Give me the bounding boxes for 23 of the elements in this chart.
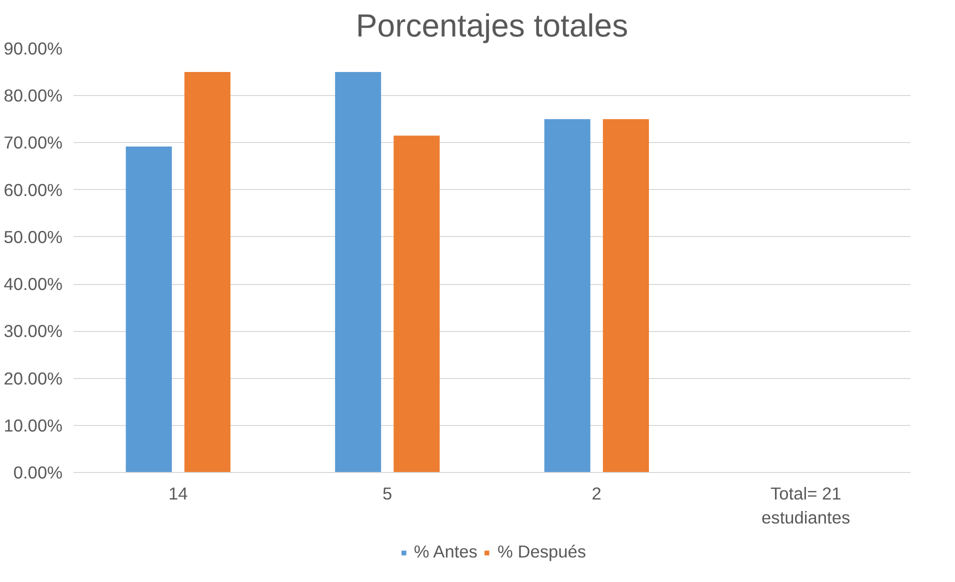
bar: [544, 119, 590, 472]
x-tick-label: 5: [382, 484, 392, 504]
bar: [335, 72, 382, 472]
x-tick-label: 2: [592, 484, 602, 504]
bar: [184, 72, 230, 472]
y-tick-label: 90.00%: [4, 38, 63, 58]
legend-label: % Después: [497, 542, 586, 562]
bar: [394, 136, 440, 472]
legend-label: % Antes: [414, 542, 478, 562]
y-tick-label: 70.00%: [4, 132, 63, 153]
x-tick-label: 14: [168, 484, 188, 504]
y-tick-label: 0.00%: [13, 462, 63, 482]
x-tick-label: Total= 21 estudiantes: [762, 484, 851, 528]
y-tick-label: 20.00%: [4, 368, 63, 388]
y-tick-label: 60.00%: [4, 180, 63, 200]
chart-title: Porcentajes totales: [356, 8, 628, 44]
y-tick-label: 10.00%: [4, 415, 63, 436]
y-tick-label: 50.00%: [4, 226, 63, 247]
y-tick-label: 80.00%: [4, 86, 63, 106]
bar: [602, 119, 649, 472]
y-tick-label: 30.00%: [4, 321, 63, 342]
y-tick-label: 40.00%: [4, 274, 63, 294]
bar: [126, 146, 172, 472]
